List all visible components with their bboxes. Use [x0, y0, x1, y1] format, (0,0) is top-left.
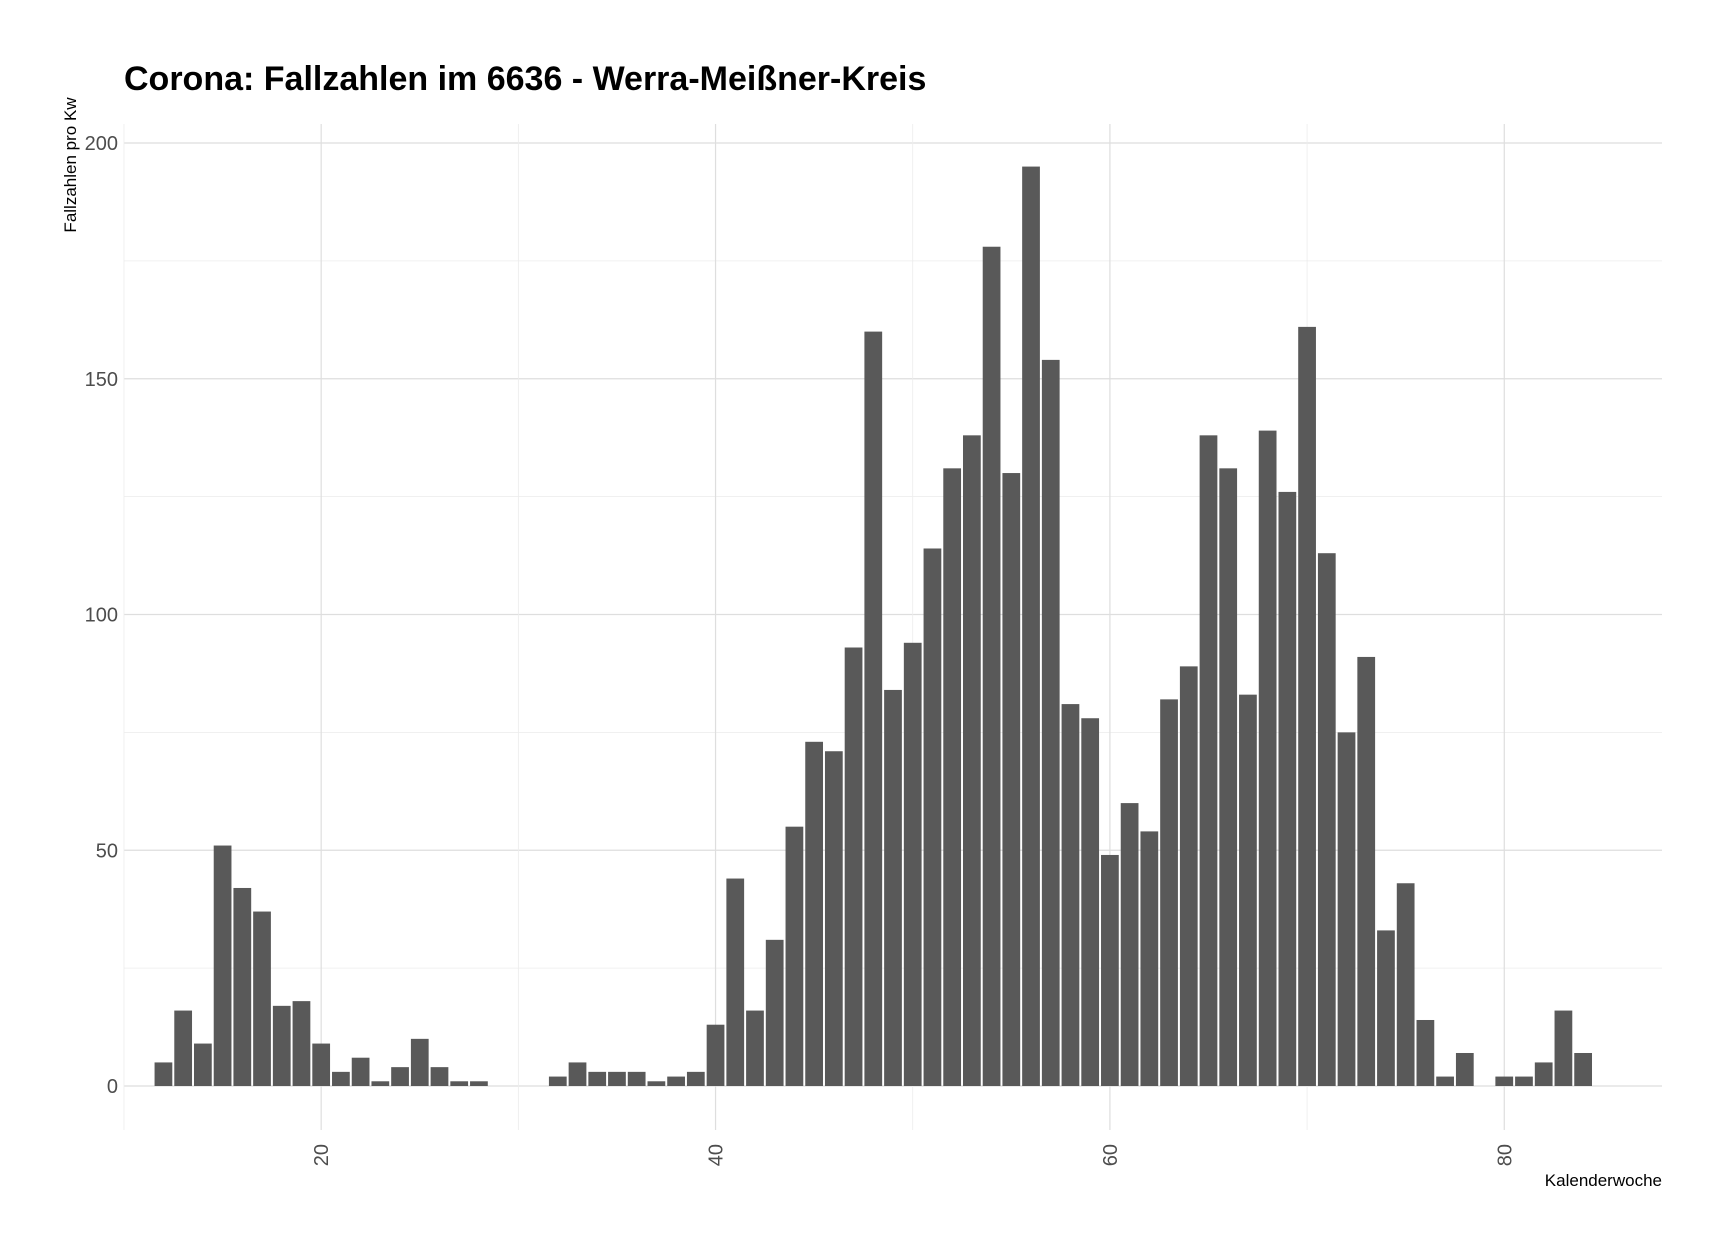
bar — [686, 1071, 705, 1086]
y-tick-label: 0 — [107, 1076, 118, 1098]
bar — [1120, 803, 1139, 1086]
bar — [1455, 1052, 1474, 1086]
x-axis-ticks: 20 40 60 80 — [311, 1144, 1516, 1166]
bar — [351, 1057, 370, 1086]
bar — [1160, 699, 1178, 1086]
y-axis-ticks: 0 50 100 150 200 — [85, 133, 118, 1098]
bar — [647, 1081, 666, 1086]
bar — [1574, 1052, 1593, 1086]
bar — [1101, 854, 1119, 1086]
bar — [844, 647, 863, 1086]
bar — [1258, 430, 1277, 1086]
bar — [154, 1062, 173, 1086]
bar — [174, 1010, 193, 1086]
bar — [1377, 930, 1395, 1086]
bar — [312, 1043, 331, 1086]
bar — [1495, 1076, 1514, 1086]
bar — [253, 911, 271, 1086]
bar — [1396, 883, 1415, 1086]
bar — [1436, 1076, 1454, 1086]
bar — [1278, 491, 1297, 1086]
bars — [154, 166, 1593, 1087]
y-tick-label: 200 — [85, 133, 118, 155]
y-axis-label: Fallzahlen pro Kw — [61, 97, 80, 233]
y-tick-label: 50 — [96, 840, 118, 862]
bar — [1554, 1010, 1573, 1086]
chart-title: Corona: Fallzahlen im 6636 - Werra-Meißn… — [124, 60, 926, 98]
bar — [391, 1067, 409, 1086]
y-tick-label: 100 — [85, 605, 118, 627]
bar — [332, 1071, 350, 1086]
bar — [1081, 718, 1100, 1086]
bar — [1416, 1019, 1435, 1086]
bar — [884, 689, 902, 1086]
x-tick-label: 20 — [311, 1144, 333, 1166]
bar — [233, 887, 252, 1086]
bar — [1515, 1076, 1533, 1086]
bar — [588, 1071, 607, 1086]
bar — [805, 741, 824, 1086]
bar — [982, 246, 1001, 1087]
bar — [193, 1043, 212, 1086]
bar — [410, 1038, 429, 1086]
bar — [1219, 468, 1238, 1087]
bar — [1022, 166, 1040, 1086]
bar — [1337, 732, 1356, 1086]
bar — [450, 1081, 469, 1086]
bar — [213, 845, 232, 1086]
bar — [746, 1010, 764, 1086]
y-tick-label: 150 — [85, 369, 118, 391]
bar — [1002, 473, 1021, 1086]
bar — [1317, 553, 1336, 1086]
bar — [765, 939, 784, 1086]
bar — [726, 878, 745, 1086]
bar — [1298, 326, 1316, 1086]
bar — [824, 751, 843, 1086]
bar — [1357, 656, 1376, 1086]
bar — [548, 1076, 567, 1086]
bar — [706, 1024, 725, 1086]
x-tick-label: 40 — [706, 1144, 728, 1166]
bar — [627, 1071, 646, 1086]
bar — [1140, 831, 1159, 1086]
bar — [923, 548, 942, 1086]
bar — [785, 826, 804, 1086]
bar — [568, 1062, 587, 1086]
bar — [430, 1067, 449, 1086]
bar — [864, 331, 883, 1087]
bar — [1061, 704, 1080, 1086]
bar — [272, 1005, 291, 1086]
bar — [1179, 666, 1198, 1086]
bar — [470, 1081, 488, 1086]
bar — [1239, 694, 1257, 1086]
bar — [1199, 435, 1218, 1087]
bar — [1534, 1062, 1553, 1086]
x-axis-label: Kalenderwoche — [1545, 1171, 1662, 1190]
bar — [943, 468, 962, 1087]
x-tick-label: 60 — [1100, 1144, 1122, 1166]
bar — [667, 1076, 685, 1086]
bar — [371, 1081, 390, 1086]
bar — [292, 1001, 311, 1086]
bar — [1041, 359, 1060, 1086]
bar — [962, 435, 981, 1087]
x-tick-label: 80 — [1494, 1144, 1516, 1166]
bar — [903, 642, 922, 1086]
bar — [608, 1071, 626, 1086]
